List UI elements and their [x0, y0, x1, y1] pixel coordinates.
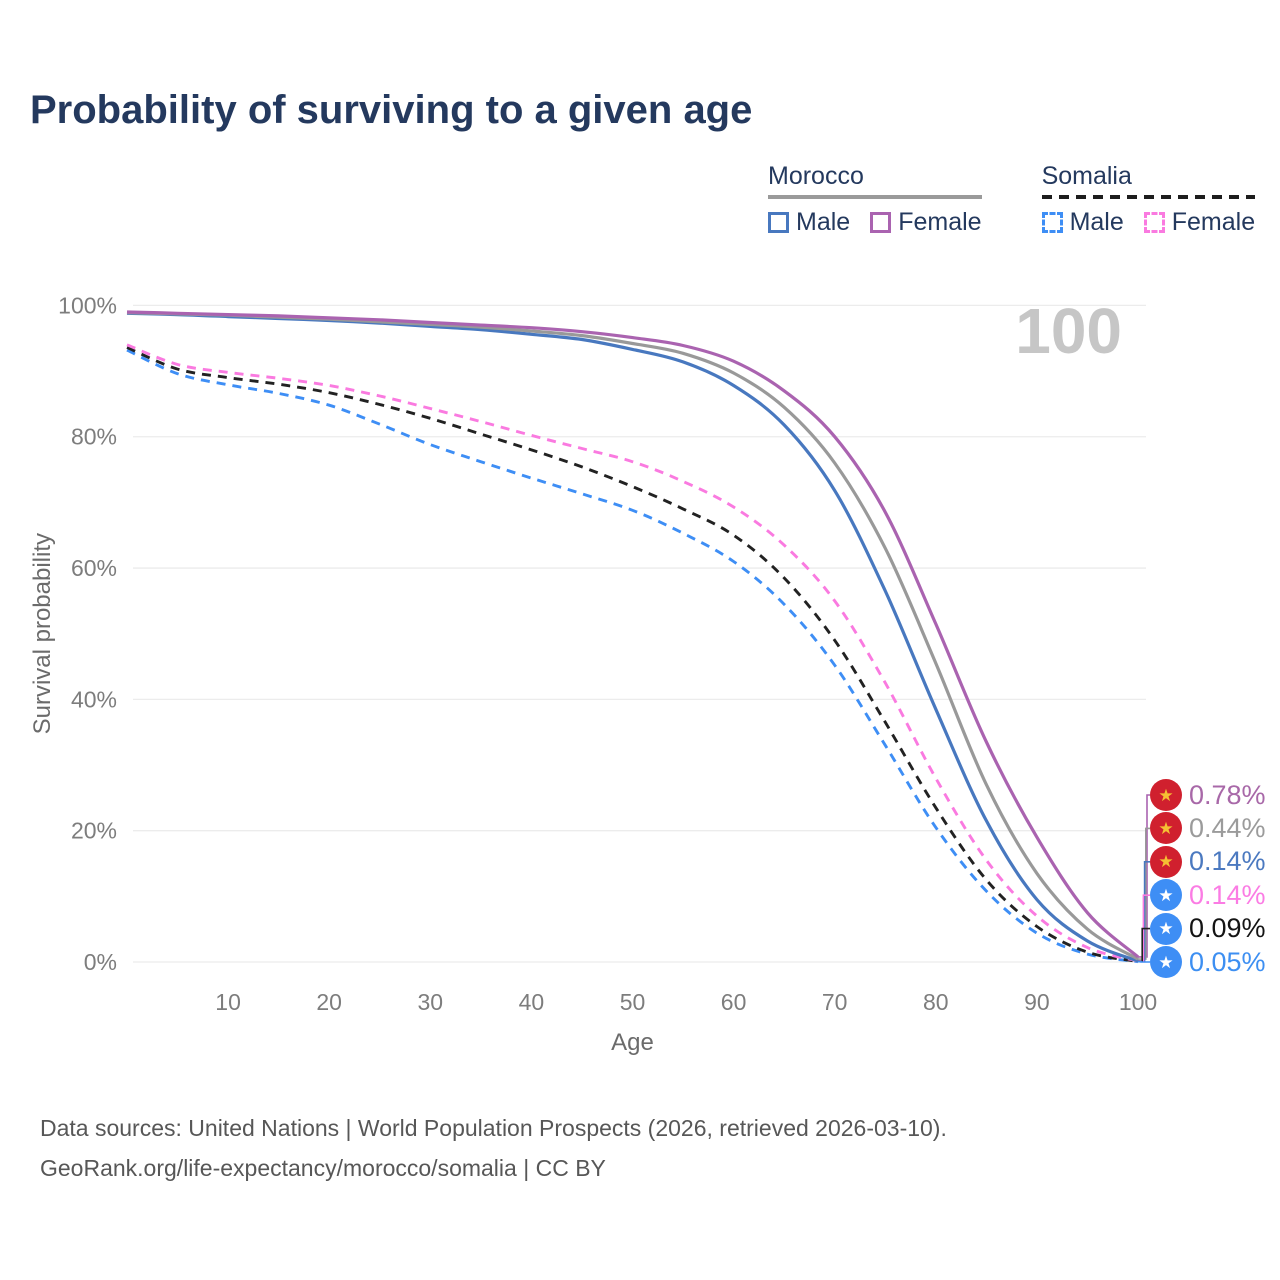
x-tick-label: 60	[721, 989, 747, 1015]
end-label-value: 0.14%	[1189, 879, 1266, 910]
y-axis-title: Survival probability	[29, 533, 56, 734]
end-label-morocco-both-sexes: ★ 0.44%	[1150, 811, 1266, 845]
legend: Morocco Male Female Somalia Male	[768, 162, 1256, 237]
flag-somalia-icon: ★	[1150, 946, 1182, 978]
flag-morocco-icon: ★	[1150, 779, 1182, 811]
x-tick-label: 20	[316, 989, 342, 1015]
end-label-somalia-female: ★ 0.14%	[1150, 878, 1266, 912]
legend-group-morocco: Morocco Male Female	[768, 162, 982, 237]
end-label-somalia-both-sexes: ★ 0.09%	[1150, 912, 1266, 946]
x-tick-label: 10	[215, 989, 241, 1015]
y-tick-label: 20%	[71, 818, 117, 844]
end-label-morocco-female: ★ 0.78%	[1150, 778, 1266, 812]
legend-item-somalia-female[interactable]: Female	[1143, 208, 1256, 237]
flag-somalia-icon: ★	[1150, 912, 1182, 945]
morocco-female-swatch	[870, 212, 892, 233]
end-label-morocco-male: ★ 0.14%	[1150, 845, 1266, 879]
x-tick-label: 40	[519, 989, 545, 1015]
series-line-morocco-female	[126, 310, 1140, 959]
legend-country-somalia[interactable]: Somalia	[1041, 162, 1256, 199]
series-line-morocco-male	[126, 311, 1139, 963]
y-tick-label: 0%	[84, 949, 117, 975]
age-watermark: 100	[1015, 295, 1122, 367]
legend-country-morocco-label: Morocco	[768, 162, 864, 190]
flag-somalia-icon: ★	[1150, 879, 1182, 912]
x-tick-label: 30	[418, 989, 444, 1015]
x-tick-label: 90	[1024, 989, 1050, 1015]
y-tick-label: 100%	[58, 292, 117, 318]
flag-morocco-icon: ★	[1150, 845, 1182, 878]
end-label-value: 0.44%	[1189, 812, 1266, 843]
series-line-somalia-female	[126, 343, 1139, 963]
x-tick-label: 70	[822, 989, 848, 1015]
legend-item-somalia-male[interactable]: Male	[1041, 208, 1124, 237]
morocco-line-style-swatch	[768, 195, 982, 199]
legend-group-somalia: Somalia Male Female	[1041, 162, 1256, 237]
end-label-value: 0.78%	[1189, 779, 1266, 810]
page-title: Probability of surviving to a given age	[30, 88, 753, 132]
x-axis-title: Age	[611, 1029, 654, 1056]
footer-attribution-link[interactable]: GeoRank.org/life-expectancy/morocco/soma…	[40, 1155, 606, 1181]
somalia-female-swatch	[1143, 212, 1165, 233]
flag-morocco-icon: ★	[1150, 812, 1182, 845]
x-tick-label: 80	[923, 989, 949, 1015]
legend-item-morocco-female[interactable]: Female	[870, 208, 982, 237]
end-label-somalia-male: ★ 0.05%	[1150, 945, 1266, 979]
end-label-value: 0.05%	[1189, 946, 1266, 977]
y-tick-label: 60%	[71, 555, 117, 581]
somalia-line-style-swatch	[1041, 195, 1256, 199]
footer-data-sources: Data sources: United Nations | World Pop…	[40, 1115, 947, 1141]
footer: Data sources: United Nations | World Pop…	[40, 1108, 947, 1188]
end-label-value: 0.14%	[1189, 846, 1266, 877]
legend-country-somalia-label: Somalia	[1041, 162, 1132, 190]
series-line-somalia-both-sexes	[126, 346, 1139, 963]
legend-item-label: Female	[898, 208, 982, 236]
y-tick-label: 80%	[71, 424, 117, 450]
y-tick-label: 40%	[71, 686, 117, 712]
x-tick-label: 50	[620, 989, 646, 1015]
legend-item-label: Female	[1171, 208, 1256, 236]
legend-item-morocco-male[interactable]: Male	[768, 208, 850, 237]
legend-country-morocco[interactable]: Morocco	[768, 162, 982, 199]
series-line-somalia-male	[126, 348, 1139, 964]
morocco-male-swatch	[768, 212, 789, 233]
x-tick-label: 100	[1119, 989, 1157, 1015]
somalia-male-swatch	[1041, 212, 1063, 233]
legend-item-label: Male	[796, 208, 851, 236]
legend-item-label: Male	[1069, 208, 1124, 236]
end-label-value: 0.09%	[1189, 913, 1266, 944]
